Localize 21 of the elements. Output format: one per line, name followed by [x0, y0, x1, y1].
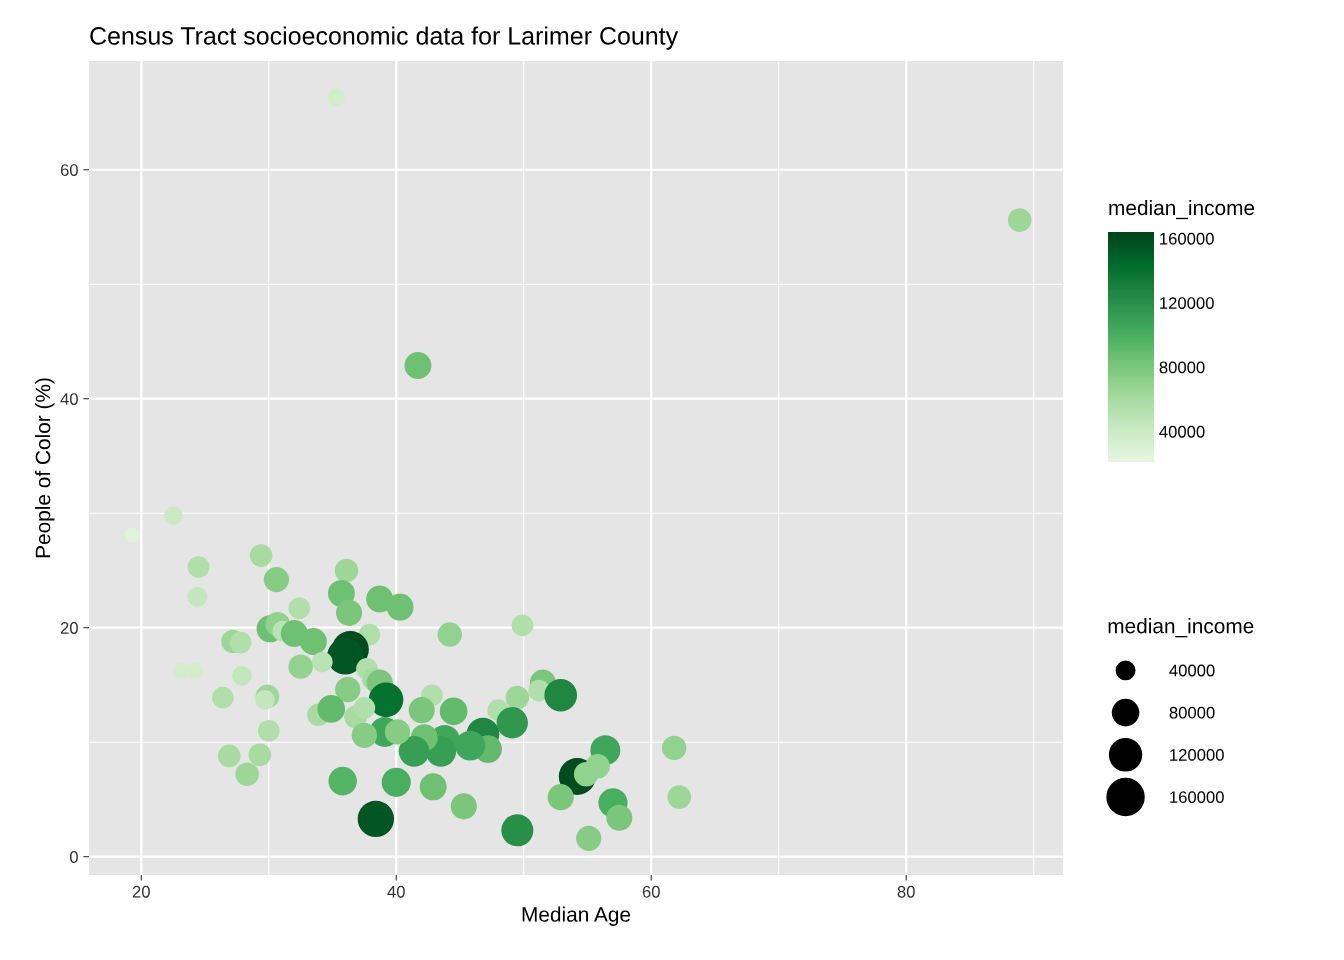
- y-tick-label: 0: [69, 851, 78, 863]
- x-axis-title: Median Age: [522, 906, 631, 926]
- legend-label: 80000: [1169, 706, 1215, 719]
- color-bar-label: 120000: [1160, 297, 1214, 309]
- y-tick-label: 40: [60, 393, 78, 405]
- color-bar-label: 160000: [1160, 232, 1214, 245]
- legend-label: 160000: [1170, 791, 1224, 804]
- legend-title: median_income: [1108, 618, 1254, 638]
- chart-title: Census Tract socioeconomic data for Larimer County: [90, 26, 679, 50]
- y-tick-label: 20: [60, 622, 78, 634]
- x-tick-label: 20: [132, 885, 150, 898]
- x-tick-label: 40: [387, 885, 405, 898]
- legend-label: 120000: [1170, 749, 1224, 761]
- x-tick-label: 60: [642, 885, 660, 898]
- y-axis-title: People of Color (%): [35, 378, 55, 558]
- y-tick-label: 60: [60, 164, 78, 176]
- legend-label: 40000: [1169, 664, 1215, 677]
- color-bar-label: 40000: [1159, 425, 1205, 438]
- color-bar-title: median_income: [1109, 199, 1255, 220]
- x-tick-label: 80: [897, 885, 915, 898]
- color-bar-label: 80000: [1159, 361, 1205, 374]
